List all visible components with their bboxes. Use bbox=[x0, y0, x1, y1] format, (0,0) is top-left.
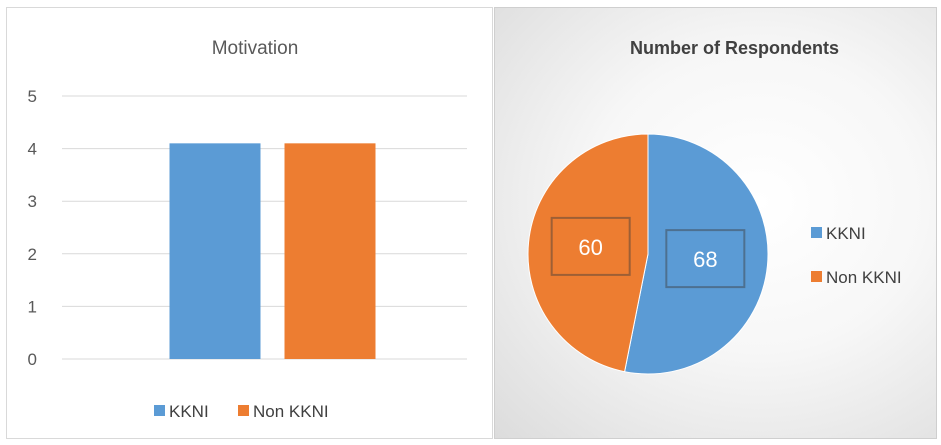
motivation-chart-panel: Motivation 0 1 2 3 4 5 KKNI Non KKNI bbox=[6, 7, 493, 439]
y-tick-label-1: 1 bbox=[28, 297, 37, 316]
pie-label-box-kkni bbox=[665, 229, 746, 289]
legend-swatch-kkni bbox=[154, 405, 165, 416]
bar-non-kkni bbox=[284, 143, 376, 359]
pie-slice-non-kkni bbox=[527, 133, 649, 373]
y-tick-label-0: 0 bbox=[28, 350, 37, 369]
pie-slice-kkni bbox=[624, 133, 769, 375]
pie-data-label-non-kkni: 60 bbox=[578, 235, 602, 260]
bar-series bbox=[169, 143, 376, 359]
motivation-bar-chart: Motivation 0 1 2 3 4 5 KKNI Non KKNI bbox=[28, 38, 467, 421]
y-tick-label-5: 5 bbox=[28, 87, 37, 106]
pie-slices bbox=[527, 133, 769, 375]
y-tick-label-2: 2 bbox=[28, 245, 37, 264]
bar-legend: KKNI Non KKNI bbox=[154, 402, 329, 421]
respondents-pie-chart: Number of Respondents 68 60 KKNI Non KKNI bbox=[527, 38, 902, 375]
bar-y-tick-labels: 0 1 2 3 4 5 bbox=[28, 87, 37, 369]
pie-data-labels: 68 60 bbox=[550, 216, 746, 289]
legend-swatch-non-kkni bbox=[811, 271, 822, 282]
legend-label-non-kkni: Non KKNI bbox=[826, 268, 902, 287]
y-tick-label-4: 4 bbox=[28, 140, 37, 159]
pie-legend: KKNI Non KKNI bbox=[811, 224, 902, 287]
legend-label-kkni: KKNI bbox=[169, 402, 209, 421]
pie-data-label-kkni: 68 bbox=[693, 247, 717, 272]
legend-label-kkni: KKNI bbox=[826, 224, 866, 243]
legend-label-non-kkni: Non KKNI bbox=[253, 402, 329, 421]
respondents-chart-title: Number of Respondents bbox=[630, 38, 839, 58]
pie-label-box-non-kkni bbox=[550, 216, 631, 276]
respondents-chart-panel: Number of Respondents 68 60 KKNI Non KKNI bbox=[494, 7, 937, 439]
motivation-chart-title: Motivation bbox=[212, 38, 299, 59]
y-tick-label-3: 3 bbox=[28, 192, 37, 211]
legend-swatch-kkni bbox=[811, 227, 822, 238]
legend-swatch-non-kkni bbox=[238, 405, 249, 416]
bar-kkni bbox=[169, 143, 261, 359]
bar-gridlines bbox=[62, 95, 467, 360]
